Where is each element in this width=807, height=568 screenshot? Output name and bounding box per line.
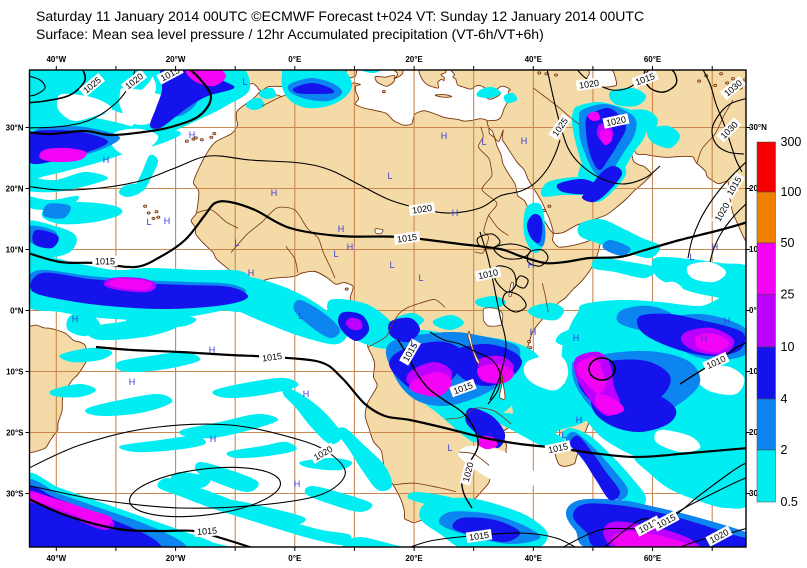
- svg-text:Surface: Mean sea level pressu: Surface: Mean sea level pressure / 12hr …: [36, 26, 544, 42]
- svg-text:2: 2: [781, 443, 788, 457]
- svg-text:30: 30: [749, 489, 758, 498]
- svg-text:0.5: 0.5: [781, 495, 798, 509]
- svg-text:0°: 0°: [749, 306, 757, 315]
- svg-text:H: H: [209, 345, 216, 355]
- svg-text:H: H: [573, 333, 580, 343]
- svg-text:L: L: [410, 338, 415, 348]
- svg-text:H: H: [294, 479, 301, 489]
- svg-text:H: H: [248, 268, 255, 278]
- svg-text:H: H: [701, 334, 708, 344]
- svg-text:H: H: [303, 389, 310, 399]
- svg-text:L: L: [481, 137, 486, 147]
- svg-text:H: H: [338, 224, 345, 234]
- svg-text:L: L: [387, 171, 392, 181]
- svg-text:L: L: [689, 252, 694, 262]
- svg-text:60°E: 60°E: [644, 554, 662, 563]
- svg-text:H: H: [530, 327, 537, 337]
- svg-text:20: 20: [749, 428, 758, 437]
- svg-text:1015: 1015: [261, 351, 282, 364]
- svg-text:10: 10: [749, 245, 758, 254]
- svg-text:40°E: 40°E: [525, 554, 543, 563]
- svg-text:20°N: 20°N: [6, 185, 24, 194]
- svg-text:4: 4: [781, 392, 788, 406]
- svg-text:1015: 1015: [95, 256, 115, 266]
- svg-text:1015: 1015: [468, 530, 489, 543]
- svg-text:L: L: [333, 249, 338, 259]
- svg-text:H: H: [72, 314, 79, 324]
- svg-text:25: 25: [781, 288, 795, 302]
- svg-text:0°N: 0°N: [10, 307, 24, 316]
- svg-text:H: H: [724, 316, 731, 326]
- svg-text:H: H: [347, 242, 354, 252]
- svg-text:H: H: [210, 434, 217, 444]
- svg-text:1015: 1015: [396, 232, 417, 245]
- svg-text:50: 50: [781, 236, 795, 250]
- svg-text:40°W: 40°W: [46, 554, 66, 563]
- svg-text:H: H: [271, 188, 278, 198]
- svg-text:Saturday 11 January 2014 00UTC: Saturday 11 January 2014 00UTC ©ECMWF Fo…: [36, 8, 644, 24]
- svg-text:L: L: [234, 238, 239, 248]
- svg-text:H: H: [452, 208, 459, 218]
- svg-text:20: 20: [749, 184, 758, 193]
- svg-text:L: L: [561, 430, 566, 440]
- svg-text:L: L: [298, 311, 303, 321]
- svg-text:0°E: 0°E: [288, 554, 302, 563]
- svg-text:H: H: [712, 242, 719, 252]
- svg-text:30°N: 30°N: [6, 124, 24, 133]
- svg-text:20°S: 20°S: [6, 429, 24, 438]
- svg-text:H: H: [129, 377, 136, 387]
- svg-text:H: H: [189, 130, 196, 140]
- svg-text:H: H: [521, 136, 528, 146]
- svg-text:40°W: 40°W: [46, 55, 66, 64]
- svg-text:H: H: [528, 260, 535, 270]
- svg-text:60°E: 60°E: [644, 55, 662, 64]
- svg-text:10: 10: [781, 340, 795, 354]
- svg-text:1020: 1020: [578, 78, 599, 91]
- svg-text:L: L: [418, 273, 423, 283]
- svg-text:L: L: [242, 77, 247, 87]
- svg-text:L: L: [389, 260, 394, 270]
- svg-text:30°S: 30°S: [6, 490, 24, 499]
- svg-text:1015: 1015: [197, 526, 218, 537]
- svg-text:L: L: [447, 443, 452, 453]
- svg-text:0°E: 0°E: [288, 55, 302, 64]
- svg-text:10: 10: [749, 367, 758, 376]
- svg-text:20°E: 20°E: [405, 554, 423, 563]
- svg-text:40°E: 40°E: [525, 55, 543, 64]
- svg-text:H: H: [441, 131, 448, 141]
- svg-text:20°W: 20°W: [166, 55, 186, 64]
- svg-text:L: L: [146, 217, 151, 227]
- svg-text:1015: 1015: [547, 441, 569, 455]
- svg-text:100: 100: [781, 185, 802, 199]
- svg-text:300: 300: [781, 135, 802, 149]
- svg-text:H: H: [164, 216, 171, 226]
- svg-text:1020: 1020: [605, 114, 627, 128]
- svg-text:30°N: 30°N: [749, 123, 767, 132]
- svg-text:H: H: [576, 415, 583, 425]
- svg-text:H: H: [103, 155, 110, 165]
- svg-text:L: L: [742, 62, 747, 72]
- svg-text:10°N: 10°N: [6, 246, 24, 255]
- svg-text:1010: 1010: [477, 267, 499, 281]
- svg-text:10°S: 10°S: [6, 368, 24, 377]
- svg-text:20°W: 20°W: [166, 554, 186, 563]
- svg-text:1020: 1020: [411, 203, 432, 216]
- svg-text:1020: 1020: [461, 461, 476, 483]
- svg-text:20°E: 20°E: [405, 55, 423, 64]
